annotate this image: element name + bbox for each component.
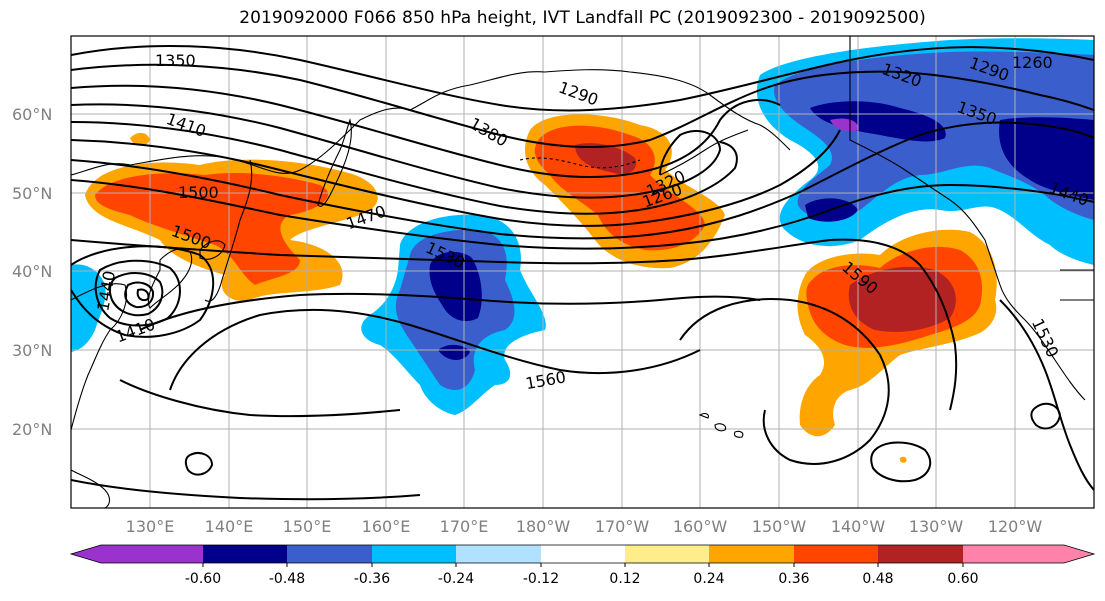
lon-tick-label: 140°E — [205, 517, 254, 536]
colorbar-tick-label: -0.48 — [269, 571, 305, 587]
colorbar-tick-label: 0.12 — [609, 571, 640, 587]
colorbar-segment — [541, 545, 625, 563]
colorbar-tick-label: -0.24 — [438, 571, 474, 587]
lat-tick-label: 60°N — [12, 105, 52, 124]
map-frame — [70, 35, 1095, 509]
negative-anomaly-northeast — [756, 38, 1094, 265]
colorbar-segment — [625, 545, 709, 563]
colorbar-tick-label: 0.48 — [862, 571, 893, 587]
latitude-labels: 60°N 50°N 40°N 30°N 20°N — [12, 105, 52, 439]
colorbar-segment — [456, 545, 541, 563]
colorbar-tick-label: -0.36 — [354, 571, 390, 587]
positive-anomaly-west — [85, 132, 378, 301]
colorbar-tick-label: 0.36 — [778, 571, 809, 587]
lat-tick-label: 40°N — [12, 262, 52, 281]
colorbar: -0.60 -0.48 -0.36 -0.24 -0.12 0.12 0.24 0.36 0.4… — [69, 544, 1096, 587]
colorbar-segment — [203, 545, 287, 563]
lat-tick-label: 20°N — [12, 420, 52, 439]
lon-tick-label: 160°E — [362, 517, 411, 536]
contour-label: 1260 — [1012, 53, 1053, 72]
coastlines — [71, 36, 1094, 508]
negative-anomaly-west — [71, 264, 106, 352]
lon-tick-label: 140°W — [831, 517, 886, 536]
contour-label: 1350 — [155, 51, 196, 70]
map-content: 1350 1410 1500 1500 1470 1380 1290 1320 … — [71, 36, 1094, 508]
lon-tick-label: 170°E — [440, 517, 489, 536]
colorbar-tick-label: -0.12 — [523, 571, 559, 587]
lon-tick-label: 130°W — [909, 517, 964, 536]
colorbar-outline — [69, 544, 1096, 564]
colorbar-tick-label: -0.60 — [185, 571, 221, 587]
positive-anomaly-east — [797, 229, 997, 463]
lon-tick-label: 160°W — [673, 517, 728, 536]
colorbar-tick-label: 0.24 — [693, 571, 724, 587]
colorbar-left-extension — [71, 545, 203, 563]
lon-tick-label: 150°W — [752, 517, 807, 536]
colorbar-segment — [794, 545, 878, 563]
colorbar-segment — [287, 545, 372, 563]
colorbar-tick-label: 0.60 — [947, 571, 978, 587]
height-contours — [71, 44, 1094, 501]
colorbar-right-extension — [963, 545, 1094, 563]
chart-title: 2019092000 F066 850 hPa height, IVT Land… — [239, 8, 926, 28]
lon-tick-label: 180°W — [516, 517, 571, 536]
contour-label: 1500 — [178, 183, 219, 202]
lon-tick-label: 150°E — [283, 517, 332, 536]
lon-tick-label: 120°W — [988, 517, 1043, 536]
longitude-labels: 130°E 140°E 150°E 160°E 170°E 180°W 170°… — [126, 517, 1043, 536]
lon-tick-label: 170°W — [595, 517, 650, 536]
lat-tick-label: 50°N — [12, 184, 52, 203]
lat-tick-label: 30°N — [12, 341, 52, 360]
colorbar-segment — [709, 545, 794, 563]
colorbar-segment — [372, 545, 456, 563]
lon-tick-label: 130°E — [126, 517, 175, 536]
colorbar-segment — [878, 545, 963, 563]
